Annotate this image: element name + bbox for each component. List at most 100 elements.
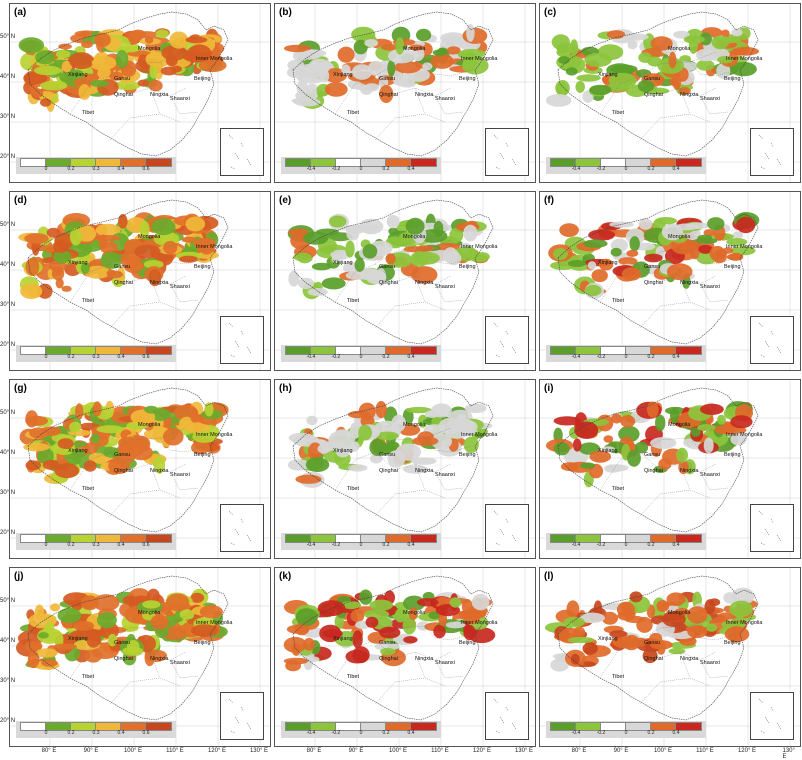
raster-patch [687,625,708,639]
raster-patch [307,288,328,296]
place-label-mongolia: Mongolia [403,610,426,616]
legend-swatch [335,722,362,731]
place-label-inner-mongolia: Inner Mongolia [196,56,233,62]
place-label-beijing: Beijing [459,640,476,646]
raster-patch [697,424,716,432]
province-boundary [374,427,452,453]
map-panel: Mongolia Inner Mongolia Beijing Xinjiang Tib… [539,379,801,559]
legend-swatch [410,722,437,731]
raster-patch [731,28,743,37]
raster-patch [370,427,381,438]
place-label-beijing: Beijing [194,76,211,82]
province-boundary [659,275,717,285]
place-label-gansu: Gansu [114,264,130,270]
raster-patch [107,634,118,647]
legend-tick-label: 0.4 [117,542,125,548]
legend-tick-label: 0.4 [117,354,125,360]
legend-tick-label: 0 [359,166,363,172]
panel-label: (h) [279,383,292,394]
province-boundary [679,275,711,311]
raster-patch [94,32,111,47]
map-panel: Mongolia Inner Mongolia Beijing Xinjiang Tib… [539,567,801,747]
legend-tick-label: 0.4 [117,730,125,736]
raster-patch [69,630,83,641]
province-boundary [699,659,729,679]
legend-tick-label: -0.2 [331,166,341,172]
raster-patch [603,435,614,443]
raster-patch [387,59,396,77]
legend-swatch [650,346,677,355]
raster-patch [638,52,652,63]
raster-patch [352,646,370,664]
raster-patch [466,24,475,42]
place-label-shaanxi: Shaanxi [700,472,720,478]
province-boundary [169,659,199,679]
longitude-label: 100° E [388,748,408,754]
place-label-beijing: Beijing [459,452,476,458]
place-label-xinjiang: Xinjiang [68,260,88,266]
raster-patch [103,447,121,458]
raster-patch [317,600,346,617]
raster-patch [422,62,433,71]
raster-patch [287,67,301,78]
south-china-sea-inset [485,504,529,552]
legend-swatch [285,722,312,731]
raster-patch [25,257,40,276]
latitude-label: 40° N [0,74,16,80]
place-label-beijing: Beijing [459,76,476,82]
place-label-xinjiang: Xinjiang [333,260,353,266]
raster-patch [293,252,312,262]
place-label-xinjiang: Xinjiang [598,636,618,642]
legend-tick-label: 0.6 [142,730,150,736]
place-label-mongolia: Mongolia [138,46,161,52]
raster-patch [707,217,725,231]
province-boundary [109,489,161,517]
raster-patch [83,460,97,472]
province-boundary [129,463,187,473]
raster-patch [387,450,406,468]
raster-patch [368,60,385,76]
raster-patch [572,438,582,452]
legend-tick-label: 0.2 [382,354,390,360]
legend-tick-label: 0 [44,166,48,172]
raster-patch [462,56,489,75]
place-label-qinghai: Qinghai [114,92,133,98]
raster-patch [695,48,716,62]
legend-swatch [285,534,312,543]
raster-patch [678,87,691,95]
province-boundary [699,283,729,303]
legend-swatch [45,158,72,167]
legend-tick-label: 0.4 [407,542,415,548]
province-boundary [434,659,464,679]
map-canvas: Mongolia Inner Mongolia Beijing Xinjiang Tib… [275,568,535,746]
legend-tick-label: 0 [624,542,628,548]
raster-patch [403,465,428,474]
raster-patch [348,464,368,472]
legend-tick-label: 0.2 [647,166,655,172]
province-boundary [374,239,452,265]
raster-patch [121,46,140,53]
raster-patch [703,229,715,237]
province-boundary [109,51,187,77]
raster-patch [50,603,61,612]
panel-label: (k) [279,571,292,582]
province-boundary [639,51,717,77]
latitude-label: 40° N [0,638,16,644]
latitude-label: 20° N [0,154,16,160]
colorbar-legend: -0.4 -0.2 0 0.2 0.4 [281,157,441,174]
raster-patch [44,622,55,635]
raster-patch [166,54,178,67]
raster-patch [680,243,697,254]
raster-patch [650,437,677,449]
legend-swatch [385,158,412,167]
raster-patch [187,44,212,63]
latitude-label: 50° N [0,34,16,40]
province-boundary [639,113,691,141]
raster-patch [303,637,315,651]
raster-patch [295,608,318,626]
legend-swatch [625,158,652,167]
legend-swatch [410,346,437,355]
legend-swatch [310,722,337,731]
legend-tick-label: 0 [359,542,363,548]
place-label-tibet: Tibet [612,674,624,680]
